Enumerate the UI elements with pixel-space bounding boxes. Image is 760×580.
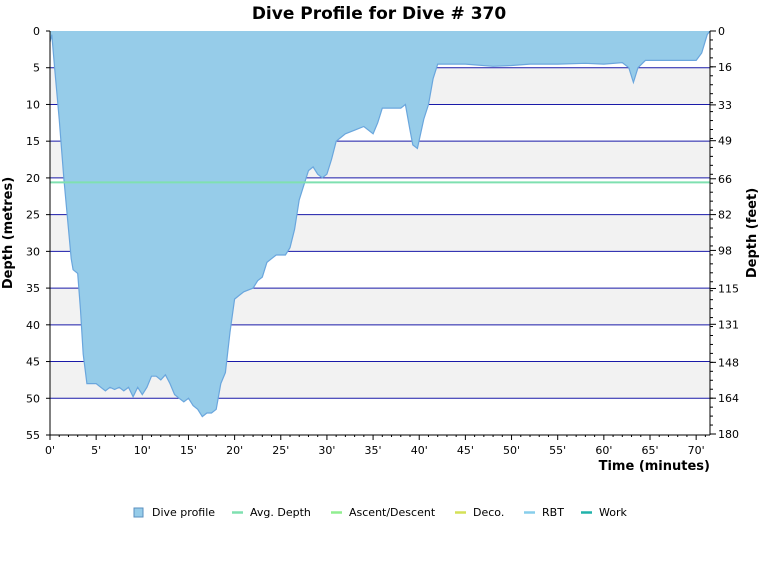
legend-swatch [133, 507, 144, 518]
right-tick-label: 164 [718, 392, 739, 405]
legend-label: RBT [542, 506, 564, 519]
bottom-tick-label: 5' [91, 444, 101, 457]
legend-item: Ascent/Descent [331, 506, 436, 519]
bottom-tick-label: 50' [503, 444, 520, 457]
bottom-tick-label: 40' [411, 444, 428, 457]
right-tick-label: 33 [718, 99, 732, 112]
x-axis-label: Time (minutes) [599, 459, 710, 474]
left-axis-ticks: 0 5 10 15 20 25 30 35 40 45 50 55 [26, 25, 50, 442]
bottom-tick-label: 20' [226, 444, 243, 457]
left-tick-label: 50 [26, 392, 40, 405]
legend-label: Avg. Depth [250, 506, 311, 519]
bottom-tick-label: 25' [272, 444, 289, 457]
dive-profile-area [50, 31, 710, 417]
left-tick-label: 55 [26, 429, 40, 442]
left-tick-label: 0 [33, 25, 40, 38]
left-tick-label: 35 [26, 282, 40, 295]
legend-item: Avg. Depth [232, 506, 311, 519]
bottom-tick-label: 60' [595, 444, 612, 457]
y-axis-label-left: Depth (metres) [1, 177, 16, 289]
chart-title: Dive Profile for Dive # 370 [252, 4, 507, 24]
bottom-tick-label: 70' [688, 444, 705, 457]
left-tick-label: 15 [26, 135, 40, 148]
dive-profile-line [49, 30, 711, 418]
right-axis-ticks: 0 16 33 49 66 82 98 115 131 148 164 180 [710, 25, 739, 441]
right-tick-label: 115 [718, 282, 739, 295]
legend-item: Deco. [455, 506, 504, 519]
legend-label: Dive profile [152, 506, 215, 519]
right-tick-label: 66 [718, 173, 732, 186]
bottom-tick-label: 30' [318, 444, 335, 457]
bottom-tick-label: 10' [134, 444, 151, 457]
bottom-tick-label: 65' [641, 444, 658, 457]
left-tick-label: 10 [26, 98, 40, 111]
legend-label: Deco. [473, 506, 504, 519]
bottom-tick-label: 15' [180, 444, 197, 457]
left-tick-label: 5 [33, 62, 40, 75]
left-tick-label: 25 [26, 209, 40, 222]
y-axis-label-right: Depth (feet) [745, 188, 760, 278]
dive-profile-layer [49, 30, 711, 418]
legend: Dive profile Avg. Depth Ascent/Descent Deco… [133, 506, 627, 519]
right-tick-label: 98 [718, 244, 732, 257]
bottom-tick-label: 55' [549, 444, 566, 457]
left-tick-label: 20 [26, 172, 40, 185]
legend-item: Work [581, 506, 627, 519]
legend-item: Dive profile [133, 506, 215, 519]
right-tick-label: 82 [718, 209, 732, 222]
legend-label: Work [599, 506, 627, 519]
bottom-axis-ticks: 0' 5' 10' 15' 20' 25' 30' 35' 40' 45' 50' 55' 60' 65'… [45, 435, 706, 457]
axes [49, 31, 711, 436]
bottom-tick-label: 0' [45, 444, 55, 457]
right-tick-label: 180 [718, 428, 739, 441]
left-tick-label: 30 [26, 245, 40, 258]
left-tick-label: 40 [26, 319, 40, 332]
right-tick-label: 0 [718, 25, 725, 38]
right-tick-label: 148 [718, 356, 739, 369]
bottom-tick-label: 45' [457, 444, 474, 457]
bottom-tick-label: 35' [365, 444, 382, 457]
right-tick-label: 16 [718, 61, 732, 74]
right-tick-label: 49 [718, 135, 732, 148]
legend-label: Ascent/Descent [349, 506, 436, 519]
left-tick-label: 45 [26, 356, 40, 369]
legend-item: RBT [524, 506, 564, 519]
right-tick-label: 131 [718, 318, 739, 331]
